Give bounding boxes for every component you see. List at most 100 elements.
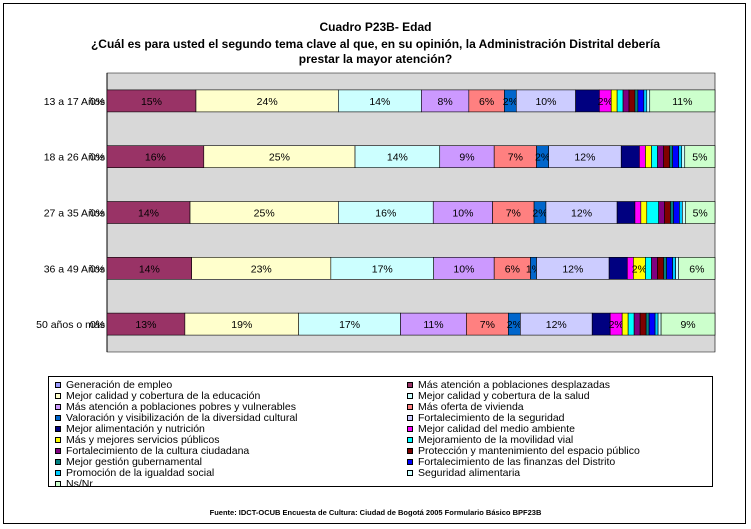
legend-swatch	[55, 459, 61, 465]
bar-segment-fortalecimiento-de-la-cultura-ciudadana	[651, 256, 658, 280]
category-tick-label: 50 años o más	[36, 319, 105, 331]
data-label: 0%	[90, 152, 105, 164]
legend-label: Más oferta de vivienda	[418, 401, 524, 413]
legend-label: Fortalecimiento de la seguridad	[418, 412, 565, 424]
bar-segment-ns-nr	[678, 256, 716, 280]
legend-swatch	[407, 437, 413, 443]
legend-swatch	[407, 404, 413, 410]
category-tick-label: 18 a 26 Años	[44, 152, 105, 164]
data-label: 6%	[479, 96, 494, 108]
legend-swatch	[407, 426, 413, 432]
legend-label: Mejor calidad y cobertura de la educació…	[66, 390, 261, 402]
data-label: 9%	[459, 152, 474, 164]
legend-swatch	[407, 393, 413, 399]
data-label: 24%	[257, 96, 278, 108]
data-label: 2%	[535, 152, 550, 164]
legend-swatch	[407, 382, 413, 388]
bar-segment-mas-y-mejores-servicios-publicos	[645, 145, 652, 168]
data-label: 12%	[562, 263, 583, 275]
data-label: 10%	[453, 263, 474, 275]
bar-segment-mejoramiento-de-la-movilidad-vial	[646, 201, 659, 224]
chart-legend: Generación de empleo Mejor calidad y cobe…	[48, 376, 713, 490]
data-label: 12%	[574, 152, 595, 164]
legend-swatch	[55, 426, 61, 432]
legend-label: Mejor calidad del medio ambiente	[418, 423, 576, 435]
bar-segment-mejoramiento-de-la-movilidad-vial	[627, 312, 635, 336]
bar-segment-mejoramiento-de-la-movilidad-vial	[616, 89, 624, 113]
data-label: 0%	[90, 319, 105, 331]
data-label: 5%	[693, 208, 708, 220]
bar-segment-mejor-calidad-del-medio-ambiente	[634, 201, 642, 224]
legend-swatch	[55, 448, 61, 454]
data-label: 13%	[135, 319, 156, 331]
data-label: 2%	[503, 96, 518, 108]
bar-segment-seguridad-alimentaria	[646, 89, 651, 113]
data-label: 2%	[609, 319, 624, 331]
category-tick-label: 27 a 35 Años	[44, 208, 105, 220]
data-label: 23%	[251, 263, 272, 275]
bar-segment-fortalecimiento-de-las-finanzas-del-distrito	[666, 256, 673, 280]
legend-label: Mejoramiento de la movilidad vial	[418, 434, 574, 446]
data-label: 6%	[505, 263, 520, 275]
bar-segment-mejor-gestion-gubernamental	[669, 145, 673, 168]
legend-label: Protección y mantenimiento del espacio p…	[418, 445, 640, 457]
data-label: 12%	[571, 208, 592, 220]
legend-swatch	[407, 459, 413, 465]
bar-segment-ns-nr	[684, 145, 716, 168]
bar-segment-mas-y-mejores-servicios-publicos	[610, 89, 618, 113]
data-label: 8%	[438, 96, 453, 108]
bar-segment-mejor-calidad-del-medio-ambiente	[639, 145, 646, 168]
bar-segment-seguridad-alimentaria	[675, 256, 680, 280]
bar-segment-proteccion-y-mantenimiento-del-espacio-publico	[663, 145, 670, 168]
data-label: 17%	[372, 263, 393, 275]
data-label: 25%	[254, 208, 275, 220]
bar-segment-mejor-alimentacion-y-nutricion	[575, 89, 600, 113]
data-label: 9%	[680, 319, 695, 331]
category-tick-label: 36 a 49 Años	[44, 263, 105, 275]
bar-segment-promocion-de-la-igualdad-social	[643, 89, 648, 113]
legend-swatch	[55, 404, 61, 410]
bar-segment-mejoramiento-de-la-movilidad-vial	[651, 145, 658, 168]
data-label: 7%	[508, 152, 523, 164]
data-label: 14%	[369, 96, 390, 108]
bar-segment-proteccion-y-mantenimiento-del-espacio-publico	[657, 256, 664, 280]
legend-label: Ns/Nr	[66, 478, 93, 490]
bar-segment-promocion-de-la-igualdad-social	[654, 312, 659, 336]
bar-segment-fortalecimiento-de-las-finanzas-del-distrito	[637, 89, 645, 113]
data-label: 5%	[692, 152, 707, 164]
data-label: 6%	[689, 263, 704, 275]
legend-label: Mejor alimentación y nutrición	[66, 423, 205, 435]
legend-label: Seguridad alimentaria	[418, 467, 521, 479]
data-label: 2%	[598, 96, 613, 108]
bar-segment-proteccion-y-mantenimiento-del-espacio-publico	[628, 89, 636, 113]
chart-source-note: Fuente: IDCT-OCUB Encuesta de Cultura: C…	[209, 508, 542, 517]
legend-swatch	[407, 470, 413, 476]
bar-segment-ns-nr	[660, 312, 716, 336]
legend-label: Más atención a poblaciones desplazadas	[418, 379, 611, 391]
bar-segment-ns-nr	[649, 89, 716, 113]
bar-segment-mas-y-mejores-servicios-publicos	[640, 201, 648, 224]
legend-swatch	[55, 481, 61, 487]
data-label: 14%	[138, 208, 159, 220]
data-label: 25%	[269, 152, 290, 164]
data-label: 16%	[375, 208, 396, 220]
bar-segment-fortalecimiento-de-la-cultura-ciudadana	[633, 312, 641, 336]
bar-segment-mejor-alimentacion-y-nutricion	[608, 256, 628, 280]
bar-segment-mejor-gestion-gubernamental	[645, 312, 650, 336]
bar-segment-mas-y-mejores-servicios-publicos	[621, 312, 629, 336]
chart-subtitle-line-1: ¿Cuál es para usted el segundo tema clav…	[90, 37, 661, 51]
legend-swatch	[55, 437, 61, 443]
legend-swatch	[55, 382, 61, 388]
data-label: 2%	[507, 319, 522, 331]
data-label: 12%	[546, 319, 567, 331]
legend-swatch	[407, 415, 413, 421]
data-label: 17%	[339, 319, 360, 331]
legend-label: Valoración y visibilización de la divers…	[66, 412, 298, 424]
data-label: 16%	[145, 152, 166, 164]
data-label: 14%	[139, 263, 160, 275]
legend-label: Mejor gestión gubernamental	[66, 456, 202, 468]
data-label: 19%	[231, 319, 252, 331]
bar-segment-seguridad-alimentaria	[657, 312, 662, 336]
bar-segment-fortalecimiento-de-las-finanzas-del-distrito	[673, 201, 680, 224]
